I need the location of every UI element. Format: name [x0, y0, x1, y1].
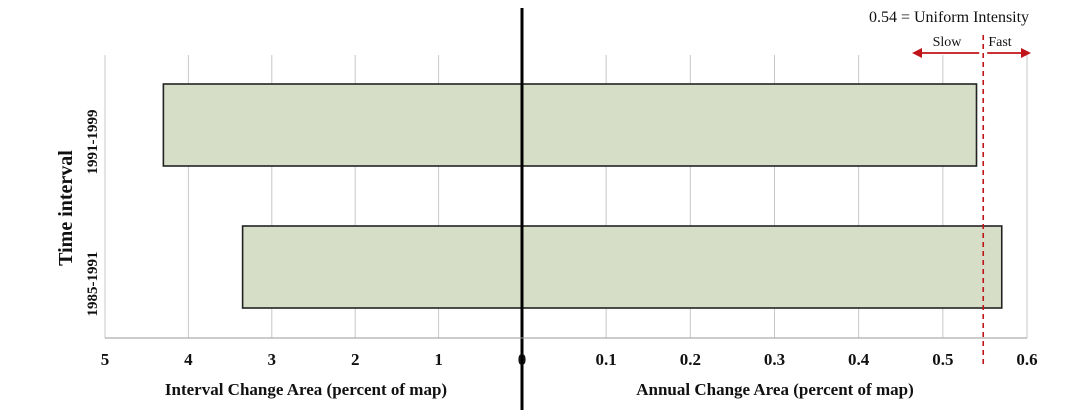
tick-label-right: 0.6 — [1016, 350, 1037, 369]
uniform-intensity-marker: 0.54 = Uniform Intensity Slow Fast — [869, 9, 1031, 365]
tick-label-left: 1 — [434, 350, 443, 369]
bar-annual-1991-1999 — [521, 83, 978, 167]
tick-label-right: 0.1 — [596, 350, 617, 369]
right-axis-title: Annual Change Area (percent of map) — [636, 380, 914, 399]
tick-label-left: 5 — [101, 350, 110, 369]
left-axis-title: Interval Change Area (percent of map) — [165, 380, 447, 399]
tick-label-left: 4 — [184, 350, 193, 369]
bar-interval-1991-1999 — [162, 83, 523, 167]
tick-labels: 5 4 3 2 1 0 0.1 0.2 0.3 0.4 0.5 0.6 — [101, 350, 1038, 369]
y-axis-title: Time interval — [55, 150, 77, 266]
category-label: 1991-1999 — [85, 110, 101, 175]
bars — [162, 83, 1003, 309]
fast-arrow-head — [1021, 48, 1031, 58]
tick-label-left: 3 — [268, 350, 277, 369]
slow-arrow-head — [912, 48, 922, 58]
category-label: 1985-1991 — [85, 252, 101, 317]
tick-label-right: 0.5 — [932, 350, 953, 369]
fast-label: Fast — [988, 35, 1011, 50]
tick-label-left: 2 — [351, 350, 360, 369]
bar-annual-1985-1991 — [521, 225, 1003, 309]
tick-label-right: 0.3 — [764, 350, 785, 369]
category-labels: 1991-1999 1985-1991 — [85, 110, 101, 317]
bar-interval-1985-1991 — [241, 225, 523, 309]
slow-label: Slow — [933, 35, 963, 50]
tick-label-right: 0 — [518, 350, 527, 369]
tick-label-right: 0.2 — [680, 350, 701, 369]
tick-label-right: 0.4 — [848, 350, 870, 369]
uniform-intensity-label: 0.54 = Uniform Intensity — [869, 9, 1029, 26]
